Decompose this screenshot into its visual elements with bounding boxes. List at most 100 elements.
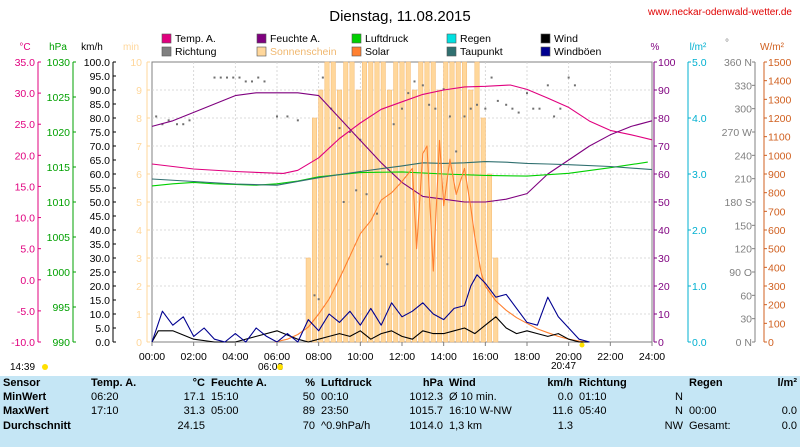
axis-tick-label-wind: 45.0 [90,211,111,223]
stats-header-cell: Luftdruck [321,377,372,390]
stats-header-cell: l/m² [777,377,797,390]
series-line-wind [151,316,590,343]
stats-header-cell: km/h [547,377,573,390]
series-line-temp-a- [151,84,653,174]
stats-cell: 23:50 [321,405,349,418]
axis-tick-label-rain: 1.0 [692,281,707,293]
axis-tick-label-solar: 800 [768,188,786,200]
axis-tick-label-wind: 65.0 [90,155,111,167]
stats-header-cell: Richtung [579,377,627,390]
stats-cell: 15:10 [211,391,239,404]
legend-label: Windböen [554,46,601,58]
axis-tick-label-temp: 35.0 [15,57,36,69]
axis-tick-label-wind: 70.0 [90,141,111,153]
legend-swatch [161,46,172,57]
legend-swatch [256,33,267,44]
sunshine-bar [437,89,442,343]
direction-point [553,115,556,118]
sunshine-bar [387,89,392,343]
direction-point [421,84,424,87]
axis-tick-label-wind: 100.0 [84,57,110,69]
sunshine-bar [330,61,336,343]
legend-swatch [161,33,172,44]
stats-cell: 1,3 km [449,419,483,432]
legend-label: Taupunkt [460,46,503,58]
stats-row-label: Durchschnitt [3,419,71,432]
sunshine-bar [318,89,324,343]
axis-tick-label-temp: 15.0 [15,181,36,193]
axis-tick-label-press: 990 [52,337,70,349]
axis-unit-solar: W/m² [760,42,785,53]
axis-tick-label-sun: 0 [136,337,142,349]
sunshine-bar [455,61,461,343]
stats-row: Durchschnitt 24.15 70 ^0.9hPa/h 1014.0 1,3 km… [0,419,800,433]
stats-cell: 0.0 [781,419,797,432]
legend-swatch [351,46,362,57]
axis-tick-label-wind: 85.0 [90,99,111,111]
direction-point [365,193,368,196]
stats-cell: 05:40 [579,405,607,418]
legend-swatch [351,33,362,44]
axis-tick-label-humid: 100 [658,57,676,69]
legend-swatch [446,33,457,44]
axis-tick-label-dir: 150 [734,220,752,232]
sunrise-marker: 06:08 [258,362,283,372]
legend-label: Luftdruck [365,33,409,45]
series-line-taupunkt [151,161,653,186]
axis-tick-label-humid: 60 [658,169,670,181]
axis-tick-label-solar: 1000 [768,150,792,162]
sunshine-bar [374,61,380,343]
axis-tick-label-wind: 55.0 [90,183,111,195]
site-url[interactable]: www.neckar-odenwald-wetter.de [647,7,792,18]
x-tick-label: 22:00 [597,351,623,363]
axis-tick-label-rain: 0.0 [692,337,707,349]
axis-tick-label-temp: -5.0 [17,306,35,318]
direction-point [251,80,253,83]
axis-tick-label-sun: 1 [136,309,142,321]
stats-cell [576,419,646,433]
axis-tick-label-wind: 75.0 [90,127,111,139]
axis-tick-label-solar: 200 [768,300,786,312]
stats-cell: 17.1 [183,391,205,404]
direction-point [538,107,541,110]
sunshine-bar [399,61,405,343]
stats-cell: N [675,405,683,418]
stats-cell: N [675,391,683,404]
axis-tick-label-sun: 7 [136,141,142,153]
direction-point [380,255,383,258]
legend-label: Richtung [175,46,217,58]
sunshine-bar [405,61,411,343]
axis-tick-label-humid: 50 [658,197,670,209]
legend-label: Temp. A. [175,33,216,45]
axis-tick-label-temp: 30.0 [15,88,36,100]
stats-row: MinWert 06:20 17.1 15:10 50 00:10 1012.3 Ø 10 m… [0,390,800,404]
legend-label: Solar [365,46,390,58]
axis-tick-label-press: 1005 [47,232,71,244]
direction-point [263,80,266,83]
direction-point [313,294,316,297]
direction-point [155,115,158,118]
axis-tick-label-dir: 240 [734,150,752,162]
stats-header-cell: Wind [449,377,476,390]
stats-cell: 1014.0 [409,419,443,432]
stats-cell: 01:10 [579,391,607,404]
x-tick-label: 14:00 [431,351,457,363]
axis-tick-label-wind: 10.0 [90,309,111,321]
stats-cell [208,419,283,433]
stats-header-cell: Feuchte A. [211,377,267,390]
axis-tick-label-solar: 600 [768,225,786,237]
axis-tick-label-sun: 2 [136,281,142,293]
direction-point [455,150,458,153]
sunshine-bar [424,61,430,343]
direction-point [321,76,324,79]
direction-point [376,212,378,215]
legend-swatch [540,33,551,44]
direction-point [484,107,487,110]
axis-tick-label-rain: 5.0 [692,57,707,69]
legend-label: Wind [554,33,578,45]
direction-point [407,92,410,95]
axis-tick-label-humid: 30 [658,253,670,265]
sunshine-bar [355,89,361,343]
statistics-table: Sensor Temp. A. °C Feuchte A.% Luftdruck hPa W… [0,376,800,447]
x-tick-label: 04:00 [222,351,248,363]
